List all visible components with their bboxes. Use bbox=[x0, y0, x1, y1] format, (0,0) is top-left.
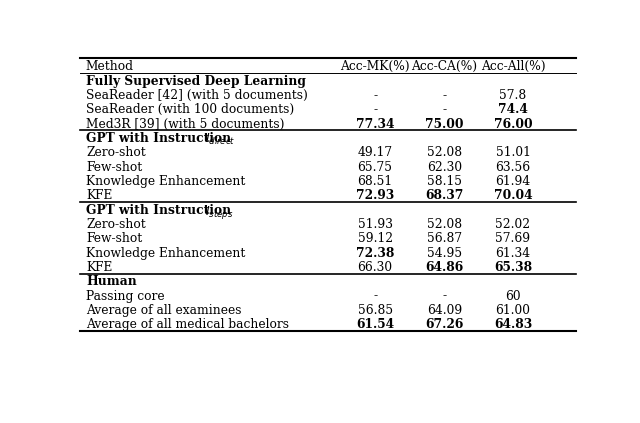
Text: 51.01: 51.01 bbox=[495, 146, 531, 159]
Text: Zero-shot: Zero-shot bbox=[86, 218, 146, 231]
Text: 61.94: 61.94 bbox=[495, 175, 531, 188]
Text: KFE: KFE bbox=[86, 189, 113, 202]
Text: Method: Method bbox=[86, 60, 134, 73]
Text: 64.86: 64.86 bbox=[426, 261, 464, 274]
Text: $I_{steps}$: $I_{steps}$ bbox=[205, 203, 234, 220]
Text: 49.17: 49.17 bbox=[358, 146, 393, 159]
Text: 58.15: 58.15 bbox=[427, 175, 462, 188]
Text: Med3R [39] (with 5 documents): Med3R [39] (with 5 documents) bbox=[86, 118, 284, 131]
Text: 63.56: 63.56 bbox=[495, 161, 531, 173]
Text: 56.87: 56.87 bbox=[427, 232, 462, 245]
Text: 66.30: 66.30 bbox=[358, 261, 393, 274]
Text: SeaReader [42] (with 5 documents): SeaReader [42] (with 5 documents) bbox=[86, 89, 308, 102]
Text: Acc-CA(%): Acc-CA(%) bbox=[412, 60, 477, 73]
Text: SeaReader (with 100 documents): SeaReader (with 100 documents) bbox=[86, 103, 294, 116]
Text: 59.12: 59.12 bbox=[358, 232, 393, 245]
Text: 75.00: 75.00 bbox=[426, 118, 464, 131]
Text: 64.09: 64.09 bbox=[427, 304, 462, 317]
Text: 68.37: 68.37 bbox=[426, 189, 464, 202]
Text: 68.51: 68.51 bbox=[358, 175, 393, 188]
Text: 60: 60 bbox=[505, 290, 521, 302]
Text: 70.04: 70.04 bbox=[493, 189, 532, 202]
Text: 64.83: 64.83 bbox=[494, 318, 532, 331]
Text: 65.75: 65.75 bbox=[358, 161, 392, 173]
Text: -: - bbox=[442, 103, 447, 116]
Text: -: - bbox=[373, 89, 377, 102]
Text: 51.93: 51.93 bbox=[358, 218, 392, 231]
Text: 72.93: 72.93 bbox=[356, 189, 394, 202]
Text: 74.4: 74.4 bbox=[498, 103, 528, 116]
Text: 72.38: 72.38 bbox=[356, 247, 394, 260]
Text: 77.34: 77.34 bbox=[356, 118, 394, 131]
Text: 65.38: 65.38 bbox=[494, 261, 532, 274]
Text: Few-shot: Few-shot bbox=[86, 161, 142, 173]
Text: Passing core: Passing core bbox=[86, 290, 164, 302]
Text: 57.69: 57.69 bbox=[495, 232, 531, 245]
Text: Human: Human bbox=[86, 275, 137, 288]
Text: Average of all medical bachelors: Average of all medical bachelors bbox=[86, 318, 289, 331]
Text: 62.30: 62.30 bbox=[427, 161, 462, 173]
Text: Fully Supervised Deep Learning: Fully Supervised Deep Learning bbox=[86, 74, 306, 88]
Text: Zero-shot: Zero-shot bbox=[86, 146, 146, 159]
Text: 61.34: 61.34 bbox=[495, 247, 531, 260]
Text: KFE: KFE bbox=[86, 261, 113, 274]
Text: 52.08: 52.08 bbox=[427, 146, 462, 159]
Text: $I_{direct}$: $I_{direct}$ bbox=[205, 132, 236, 147]
Text: Few-shot: Few-shot bbox=[86, 232, 142, 245]
Text: GPT with Instruction: GPT with Instruction bbox=[86, 132, 236, 145]
Text: Acc-All(%): Acc-All(%) bbox=[481, 60, 545, 73]
Text: 56.85: 56.85 bbox=[358, 304, 393, 317]
Text: 54.95: 54.95 bbox=[427, 247, 462, 260]
Text: 67.26: 67.26 bbox=[426, 318, 464, 331]
Text: Knowledge Enhancement: Knowledge Enhancement bbox=[86, 247, 245, 260]
Text: 52.08: 52.08 bbox=[427, 218, 462, 231]
Text: 57.8: 57.8 bbox=[499, 89, 527, 102]
Text: -: - bbox=[442, 290, 447, 302]
Text: -: - bbox=[373, 103, 377, 116]
Text: Acc-MK(%): Acc-MK(%) bbox=[340, 60, 410, 73]
Text: 61.00: 61.00 bbox=[495, 304, 531, 317]
Text: GPT with Instruction: GPT with Instruction bbox=[86, 203, 236, 217]
Text: 52.02: 52.02 bbox=[495, 218, 531, 231]
Text: Knowledge Enhancement: Knowledge Enhancement bbox=[86, 175, 245, 188]
Text: Average of all examinees: Average of all examinees bbox=[86, 304, 241, 317]
Text: -: - bbox=[373, 290, 377, 302]
Text: 76.00: 76.00 bbox=[493, 118, 532, 131]
Text: -: - bbox=[442, 89, 447, 102]
Text: 61.54: 61.54 bbox=[356, 318, 394, 331]
